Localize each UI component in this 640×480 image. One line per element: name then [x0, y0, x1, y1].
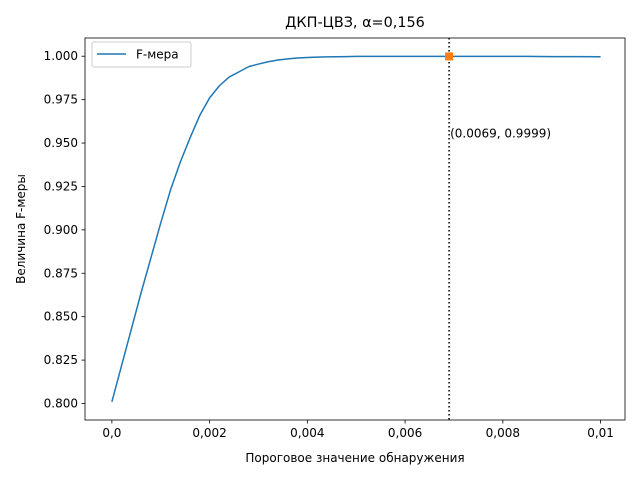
y-tick-label: 0.975: [44, 93, 78, 107]
legend-box: [91, 41, 192, 68]
y-tick-label: 1.000: [44, 49, 78, 63]
x-tick-label: 0,01: [587, 426, 614, 440]
y-axis-label: Величина F-меры: [14, 174, 28, 284]
x-tick-label: 0,0: [102, 426, 121, 440]
legend: F-мера: [91, 41, 192, 68]
y-tick-label: 0.800: [44, 397, 78, 411]
legend-label: F-мера: [136, 48, 179, 62]
x-tick-label: 0,004: [290, 426, 324, 440]
chart-title: ДКП-ЦВЗ, α=0,156: [285, 15, 425, 31]
y-tick-label: 0.900: [44, 223, 78, 237]
y-tick-label: 0.850: [44, 310, 78, 324]
plot-frame: [84, 37, 626, 421]
series-line-f-measure: [111, 55, 601, 402]
y-tick-label: 0.825: [44, 353, 78, 367]
x-axis-label: Пороговое значение обнаружения: [245, 451, 464, 465]
x-tick-label: 0,008: [486, 426, 520, 440]
marker-annotation: (0.0069, 0.9999): [450, 126, 551, 140]
x-tick-label: 0,002: [192, 426, 226, 440]
x-tick-label: 0,006: [388, 426, 422, 440]
y-tick-label: 0.950: [44, 136, 78, 150]
optimum-marker: [445, 52, 454, 61]
y-tick-label: 0.925: [44, 179, 78, 193]
y-tick-label: 0.875: [44, 266, 78, 280]
